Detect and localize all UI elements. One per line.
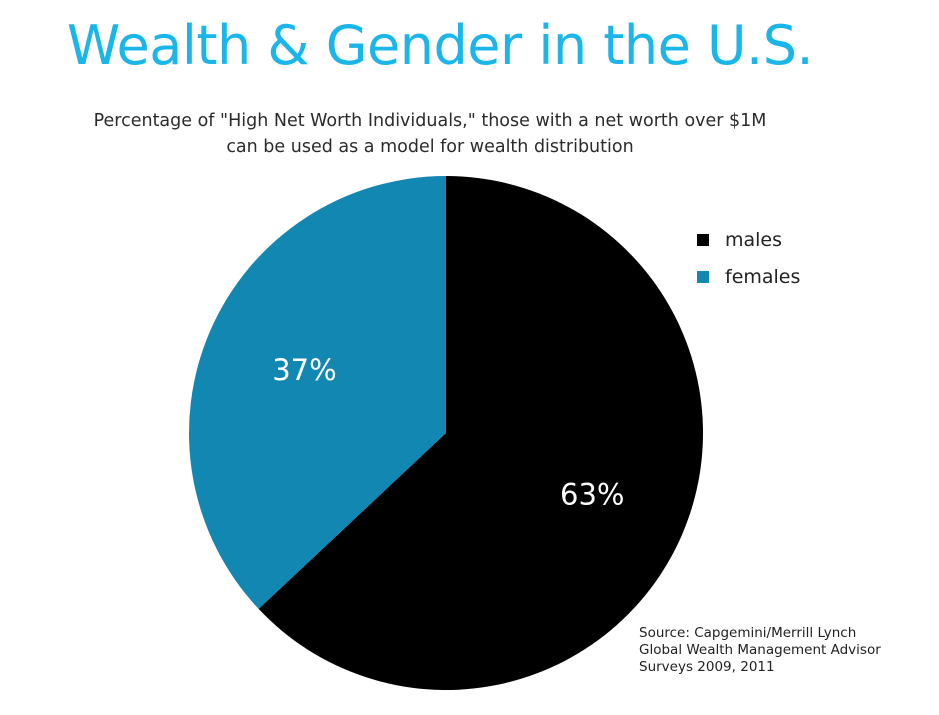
- source-line-3: Surveys 2009, 2011: [639, 659, 775, 675]
- legend-label-males: males: [725, 228, 783, 251]
- legend-item-females: females: [697, 258, 800, 295]
- legend-swatch-males: [697, 233, 709, 246]
- chart-legend: males females: [697, 221, 800, 295]
- subtitle-line-2: can be used as a model for wealth distri…: [226, 137, 634, 157]
- pie-slice-males: [258, 176, 703, 690]
- subtitle-line-1: Percentage of "High Net Worth Individual…: [93, 111, 767, 131]
- source-line-2: Global Wealth Management Advisor: [639, 642, 881, 658]
- chart-subtitle: Percentage of "High Net Worth Individual…: [20, 108, 840, 160]
- source-note: Source: Capgemini/Merrill Lynch Global W…: [639, 625, 881, 676]
- source-line-1: Source: Capgemini/Merrill Lynch: [639, 625, 857, 641]
- legend-label-females: females: [725, 265, 801, 288]
- legend-swatch-females: [697, 270, 709, 283]
- legend-item-males: males: [697, 221, 800, 258]
- slice-label-females: 37%: [272, 353, 336, 387]
- slice-label-males: 63%: [560, 477, 624, 511]
- chart-title: Wealth & Gender in the U.S.: [66, 14, 814, 77]
- pie-slice-females: [189, 176, 446, 609]
